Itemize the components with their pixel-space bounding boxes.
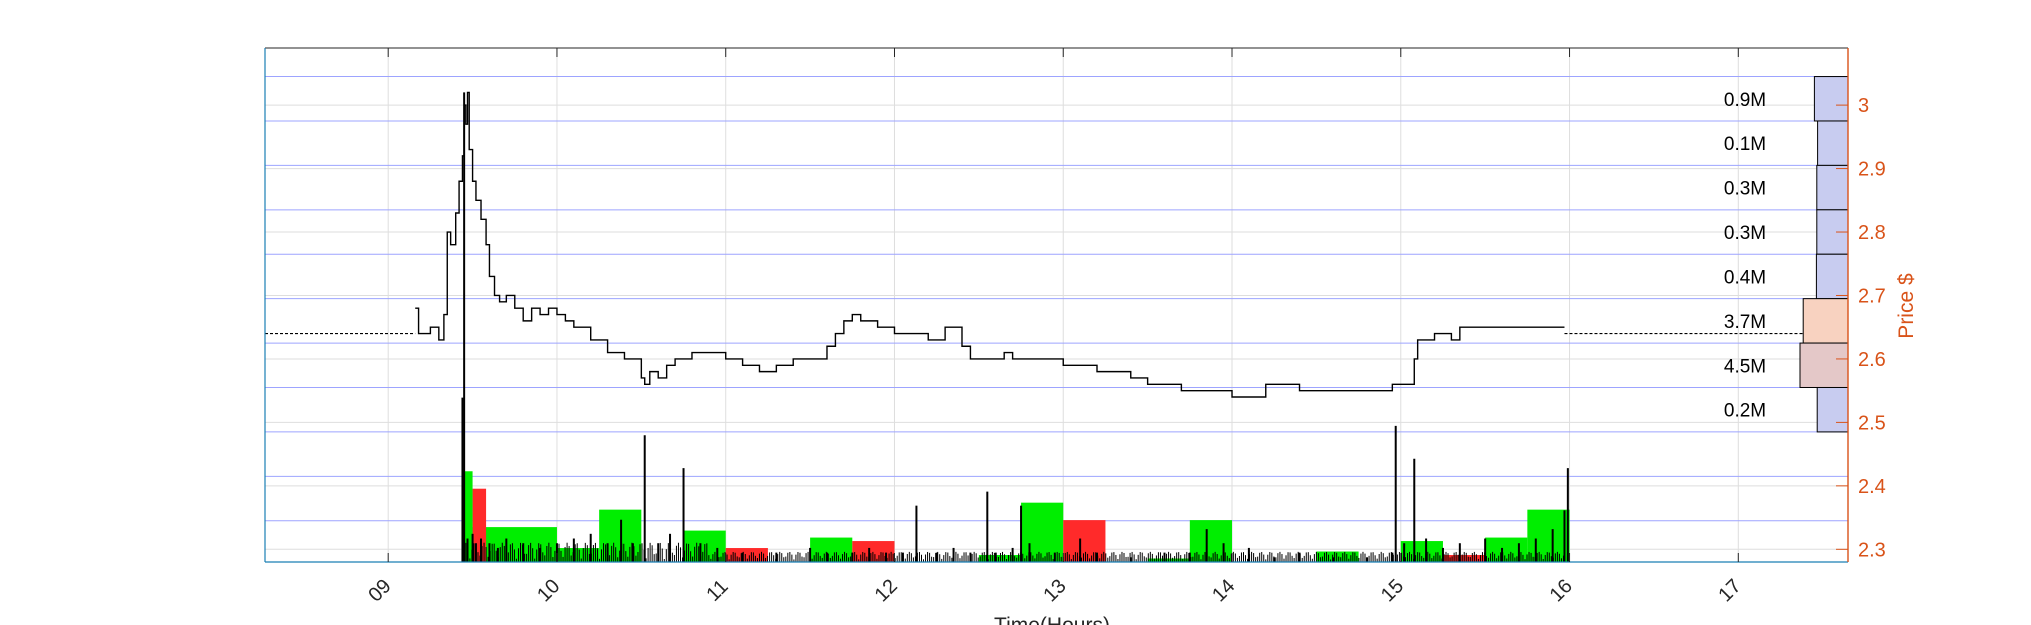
x-tick-label: 15 — [1377, 575, 1408, 606]
volume-profile-bar — [1817, 120, 1849, 166]
half-hour-volume-bar — [978, 555, 1022, 562]
price-series — [415, 91, 1565, 398]
volume-profile-label: 0.1M — [1724, 134, 1766, 155]
volume-bars — [461, 92, 1569, 562]
volume-profile-bar — [1802, 298, 1849, 344]
x-tick-label: 17 — [1714, 575, 1745, 606]
half-hour-volume-bar — [462, 471, 473, 562]
x-axis-title: Time(Hours) — [994, 614, 1110, 625]
volume-profile-bar — [1815, 253, 1849, 300]
y-tick-label: 2.8 — [1858, 222, 1886, 244]
y-axis-ticks: 2.3 2.4 2.5 2.6 2.7 2.8 2.9 3 — [1836, 95, 1886, 561]
volume-profile-bar — [1816, 386, 1849, 433]
volume-profile-label: 4.5M — [1724, 356, 1766, 377]
axes-frame — [264, 47, 1849, 563]
volume-profile-label: 0.9M — [1724, 90, 1766, 111]
plot-background — [265, 48, 1848, 562]
half-hour-volume-bar — [810, 537, 853, 562]
volume-profile-bar — [1799, 342, 1849, 388]
x-tick-label: 16 — [1546, 575, 1577, 606]
x-tick-label: 11 — [702, 576, 732, 606]
x-tick-label: 10 — [533, 575, 564, 606]
volume-profile-label: 0.3M — [1724, 223, 1766, 244]
price-line — [415, 91, 1565, 398]
half-hour-volume-bar — [1063, 520, 1106, 562]
volume-profile-label: 0.3M — [1724, 179, 1766, 200]
half-hour-volume-bar — [1527, 509, 1570, 562]
volume-profile-labels: 0.9M 0.1M 0.3M 0.3M 0.4M 3.7M 4.5M 0.2M — [1724, 90, 1766, 422]
y-tick-label: 2.9 — [1858, 159, 1886, 181]
y-tick-label: 2.3 — [1858, 539, 1886, 561]
y-tick-label: 2.5 — [1858, 412, 1886, 434]
x-tick-label: 14 — [1208, 575, 1239, 606]
volume-profile-label: 0.4M — [1724, 267, 1766, 288]
half-hour-volume-bar — [852, 541, 895, 562]
y-tick-label: 2.4 — [1858, 476, 1886, 498]
x-tick-label: 13 — [1039, 575, 1070, 606]
volume-profile-bar — [1816, 164, 1849, 211]
half-hour-volume-bars — [462, 471, 1570, 562]
volume-profile-label: 3.7M — [1724, 312, 1766, 333]
y-axis-title: Price $ — [1895, 273, 1918, 339]
y-tick-label: 3 — [1858, 95, 1869, 117]
y-tick-label: 2.6 — [1858, 349, 1886, 371]
volume-profile-label: 0.2M — [1724, 401, 1766, 422]
volume-profile — [1799, 76, 1849, 433]
grid — [265, 48, 1848, 562]
x-tick-label: 09 — [364, 575, 395, 606]
volume-profile-bar — [1813, 76, 1849, 122]
half-hour-volume-bar — [1021, 502, 1064, 562]
half-hour-volume-bar — [1316, 551, 1359, 562]
price-band-lines — [265, 76, 1848, 522]
x-tick-label: 12 — [871, 575, 902, 606]
y-tick-label: 2.7 — [1858, 285, 1886, 307]
